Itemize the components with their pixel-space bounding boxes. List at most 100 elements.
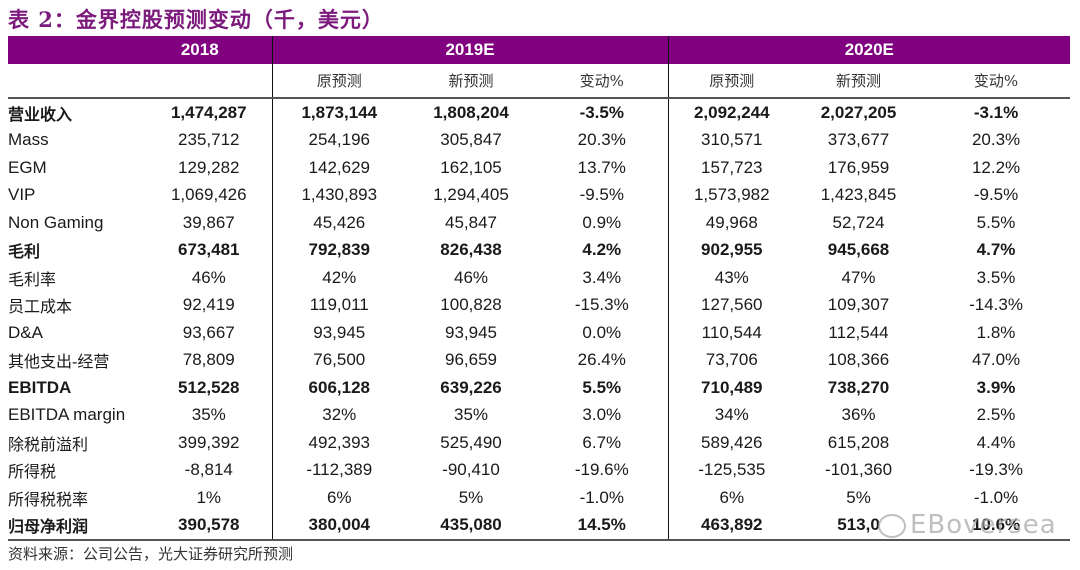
cell-original-2020e: 2,092,244 <box>667 98 796 127</box>
cell-change-2020e: 5.5% <box>976 212 1016 232</box>
cell-change-2020e: 1.8% <box>976 322 1016 342</box>
cell-new-2019e: 5% <box>458 487 484 507</box>
cell-original-2019e: 45,426 <box>271 209 407 237</box>
cell-original-2019e: 32% <box>271 401 407 429</box>
subheader-2020-original: 原预测 <box>667 64 796 99</box>
year-header-2020e: 2020E <box>667 36 1071 64</box>
cell-new-2020e: 513,0 <box>795 511 923 541</box>
cell-new-2019e: 525,490 <box>440 432 502 452</box>
cell-original-2020e: -125,535 <box>667 456 796 484</box>
cell-new-2020e: 176,959 <box>827 157 890 177</box>
cell-original-2020e: 310,571 <box>667 126 796 154</box>
cell-new-2019e: 1,294,405 <box>433 185 509 205</box>
cell-change-2020e: 2.5% <box>976 405 1016 425</box>
cell-new-2019e: 639,226 <box>440 377 502 397</box>
cell-new-2020e: 52,724 <box>832 212 885 232</box>
table-row: 所得税税率 1% 6% 5% -1.0% 6% 5% -1.0% <box>8 484 1070 512</box>
table-row: 归母净利润 390,578 380,004 435,080 14.5% 463,892 51… <box>8 511 1071 541</box>
table-row: Non Gaming 39,867 45,426 45,847 0.9% 49,968 52… <box>8 209 1070 237</box>
cell-change-2020e: -9.5% <box>973 185 1019 205</box>
cell-change-2020e: 3.5% <box>976 267 1016 287</box>
cell-change-2020e: 20.3% <box>971 130 1021 150</box>
cell-value-2018: 129,282 <box>178 157 240 177</box>
cell-original-2019e: -112,389 <box>271 456 407 484</box>
cell-change-2020e: 47.0% <box>971 350 1021 370</box>
cell-change-2019e: -3.5% <box>579 102 624 122</box>
cell-value-2018: 92,419 <box>182 295 235 315</box>
cell-original-2020e: 34% <box>667 401 796 429</box>
cell-change-2019e: 5.5% <box>582 377 622 397</box>
table-row: EGM 129,282 142,629 162,105 13.7% 157,723 176,… <box>8 154 1070 182</box>
cell-original-2020e: 589,426 <box>667 429 796 457</box>
cell-new-2019e: 96,659 <box>445 350 498 370</box>
cell-original-2020e: 6% <box>667 484 796 512</box>
row-label: 所得税 <box>8 462 57 482</box>
cell-original-2020e: 110,544 <box>667 319 796 347</box>
cell-new-2020e: 1,423,845 <box>820 185 897 205</box>
cell-new-2019e: 93,945 <box>445 322 498 342</box>
row-label: 毛利率 <box>8 269 57 289</box>
cell-value-2018: 78,809 <box>182 350 235 370</box>
cell-original-2019e: 93,945 <box>271 319 407 347</box>
table-body: 营业收入 1,474,287 1,873,144 1,808,204 -3.5% 2,09… <box>8 98 1071 541</box>
cell-change-2019e: 6.7% <box>582 432 622 452</box>
row-label: 员工成本 <box>8 297 73 317</box>
row-label: Mass <box>8 130 49 150</box>
cell-new-2020e: 373,677 <box>827 130 890 150</box>
row-label: VIP <box>8 185 36 205</box>
cell-value-2018: 93,667 <box>182 322 235 342</box>
cell-change-2019e: 3.4% <box>582 267 622 287</box>
cell-new-2019e: -90,410 <box>442 460 500 480</box>
cell-value-2018: 1,069,426 <box>170 185 247 205</box>
cell-value-2018: 35% <box>191 405 226 425</box>
cell-new-2020e: 108,366 <box>827 350 890 370</box>
cell-value-2018: 1% <box>196 487 222 507</box>
table-row: 毛利 673,481 792,839 826,438 4.2% 902,955 945,66… <box>8 236 1070 264</box>
cell-new-2019e: 305,847 <box>440 130 502 150</box>
cell-original-2019e: 42% <box>271 264 407 292</box>
table-row: 其他支出-经营 78,809 76,500 96,659 26.4% 73,706 108,… <box>8 346 1070 374</box>
cell-change-2019e: 0.9% <box>582 212 622 232</box>
table-row: 除税前溢利 399,392 492,393 525,490 6.7% 589,426 615… <box>8 429 1070 457</box>
cell-new-2020e: 945,668 <box>827 240 890 260</box>
cell-new-2019e: 100,828 <box>440 295 502 315</box>
cell-change-2019e: 0.0% <box>582 322 622 342</box>
table-row: VIP 1,069,426 1,430,893 1,294,405 -9.5% 1,573… <box>8 181 1070 209</box>
cell-new-2019e: 162,105 <box>440 157 502 177</box>
row-label: EBITDA margin <box>8 405 126 425</box>
row-label: 归母净利润 <box>8 511 146 541</box>
cell-new-2019e: 1,808,204 <box>433 102 509 122</box>
cell-original-2019e: 119,011 <box>271 291 407 319</box>
cell-new-2020e: 2,027,205 <box>820 102 897 122</box>
subheader-2019-change: 变动% <box>536 64 669 99</box>
cell-value-2018: -8,814 <box>184 460 233 480</box>
cell-value-2018: 235,712 <box>178 130 240 150</box>
cell-original-2019e: 6% <box>271 484 407 512</box>
cell-change-2020e: 4.4% <box>976 432 1016 452</box>
cell-new-2020e: 615,208 <box>827 432 890 452</box>
source-note: 资料来源：公司公告，光大证券研究所预测 <box>8 545 294 563</box>
cell-original-2019e: 792,839 <box>271 236 407 264</box>
cell-original-2019e: 492,393 <box>271 429 407 457</box>
subheader-2018-blank <box>146 64 273 99</box>
table-row: 毛利率 46% 42% 46% 3.4% 43% 47% 3.5% <box>8 264 1070 292</box>
row-label: 其他支出-经营 <box>8 352 110 372</box>
row-label: EGM <box>8 157 47 177</box>
row-label: Non Gaming <box>8 212 104 232</box>
forecast-table-container: 2018 2019E 2020E 原预测 新预测 变动% 原预测 新预测 变动%… <box>8 36 1071 541</box>
cell-change-2019e: -1.0% <box>579 487 624 507</box>
cell-change-2019e: 13.7% <box>577 157 626 177</box>
cell-change-2020e: 10.6% <box>922 511 1071 541</box>
cell-original-2020e: 127,560 <box>667 291 796 319</box>
cell-original-2020e: 49,968 <box>667 209 796 237</box>
cell-change-2019e: 26.4% <box>577 350 626 370</box>
subheader-row: 原预测 新预测 变动% 原预测 新预测 变动% <box>8 64 1071 99</box>
table-row: EBITDA 512,528 606,128 639,226 5.5% 710,489 73… <box>8 374 1070 402</box>
row-label: 营业收入 <box>8 104 73 124</box>
cell-change-2020e: -14.3% <box>969 295 1023 315</box>
cell-new-2019e: 46% <box>454 267 489 287</box>
row-label: 除税前溢利 <box>8 434 89 454</box>
cell-new-2020e: 109,307 <box>827 295 890 315</box>
cell-original-2019e: 1,873,144 <box>271 98 407 127</box>
row-label: 所得税税率 <box>8 489 89 509</box>
